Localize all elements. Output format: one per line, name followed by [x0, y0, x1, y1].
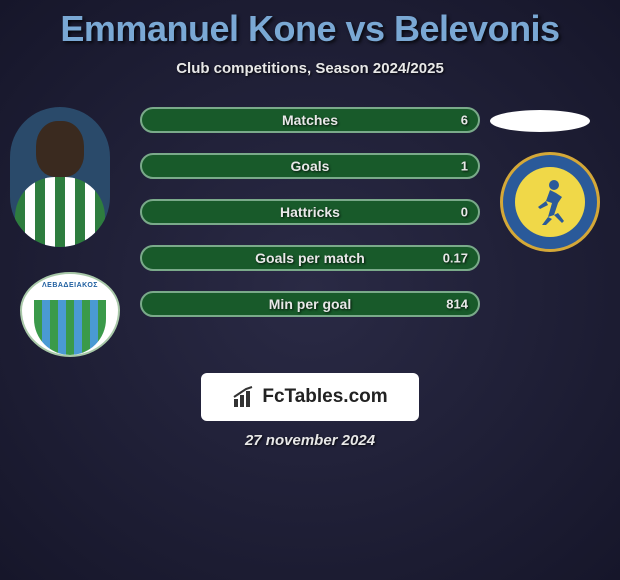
- stat-label: Matches: [282, 112, 338, 128]
- stat-value-right: 0.17: [443, 251, 468, 266]
- club-left-badge: ΛΕΒΑΔΕΙΑΚΟΣ: [20, 272, 120, 357]
- player-jersey-shape: [15, 177, 105, 247]
- stat-label: Min per goal: [269, 296, 351, 312]
- club-right-inner: [515, 167, 585, 237]
- stats-column: Matches 6 Goals 1 Hattricks 0 Goals per …: [140, 107, 480, 337]
- stat-value-right: 6: [461, 113, 468, 128]
- stat-row-hattricks: Hattricks 0: [140, 199, 480, 225]
- stat-row-gpm: Goals per match 0.17: [140, 245, 480, 271]
- stat-row-goals: Goals 1: [140, 153, 480, 179]
- stat-value-right: 814: [446, 297, 468, 312]
- stat-value-right: 0: [461, 205, 468, 220]
- club-left-shield: ΛΕΒΑΔΕΙΑΚΟΣ: [20, 272, 120, 357]
- player-head-shape: [36, 121, 84, 177]
- club-left-text: ΛΕΒΑΔΕΙΑΚΟΣ: [22, 282, 118, 289]
- comparison-date: 27 november 2024: [0, 432, 620, 449]
- comparison-subtitle: Club competitions, Season 2024/2025: [0, 60, 620, 77]
- club-right-badge: [500, 152, 600, 252]
- player-right-placeholder: [490, 110, 590, 132]
- branding-box: FcTables.com: [201, 373, 419, 421]
- stat-row-matches: Matches 6: [140, 107, 480, 133]
- stat-row-mpg: Min per goal 814: [140, 291, 480, 317]
- chart-icon: [232, 385, 256, 409]
- brand-text: FcTables.com: [262, 386, 387, 408]
- stat-label: Hattricks: [280, 204, 340, 220]
- club-left-stripes: [34, 300, 106, 355]
- stat-label: Goals per match: [255, 250, 365, 266]
- comparison-title: Emmanuel Kone vs Belevonis: [0, 0, 620, 50]
- content-area: ΛΕΒΑΔΕΙΑΚΟΣ Matches 6 Goals 1: [0, 107, 620, 387]
- stat-label: Goals: [291, 158, 330, 174]
- runner-icon: [530, 177, 570, 227]
- player-left-photo: [10, 107, 110, 247]
- stat-value-right: 1: [461, 159, 468, 174]
